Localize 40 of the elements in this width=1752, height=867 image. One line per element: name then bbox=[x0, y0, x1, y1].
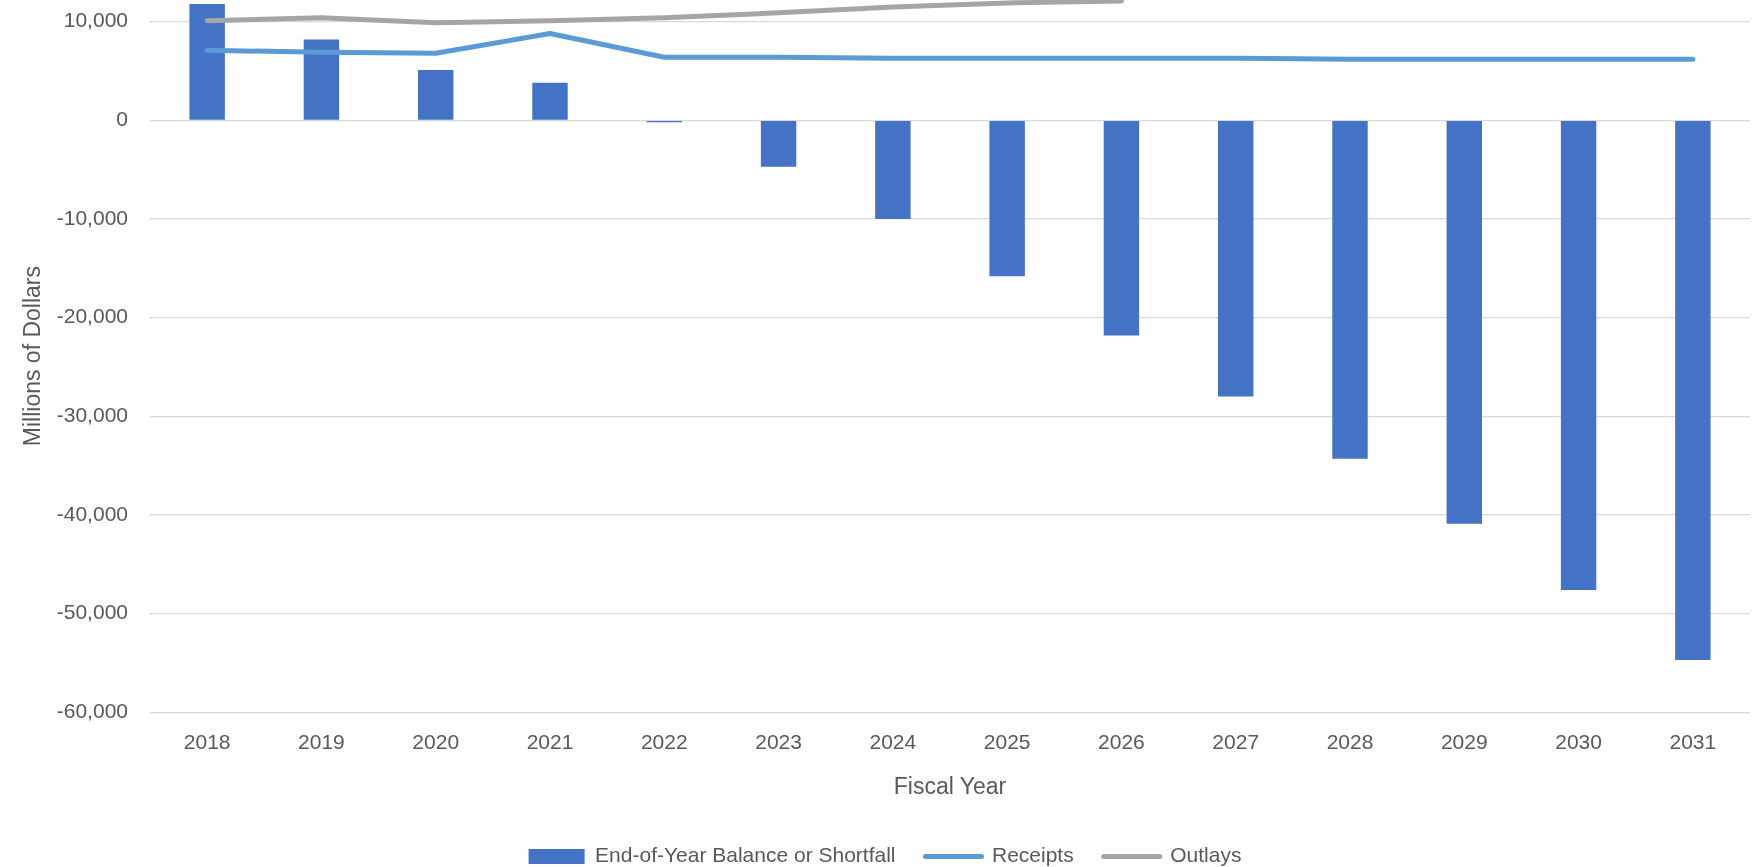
y-tick-label: -60,000 bbox=[56, 699, 128, 722]
y-axis-title: Millions of Dollars bbox=[19, 265, 46, 447]
y-tick-label: -40,000 bbox=[56, 501, 128, 525]
bar bbox=[303, 39, 340, 120]
y-tick-label: -50,000 bbox=[56, 600, 128, 624]
x-tick-label: 2031 bbox=[1669, 729, 1717, 753]
x-tick-label: 2024 bbox=[869, 729, 917, 753]
bar bbox=[989, 120, 1025, 277]
bar bbox=[532, 82, 568, 120]
y-tick-label: 0 bbox=[116, 107, 128, 131]
x-tick-label: 2028 bbox=[1326, 729, 1374, 753]
y-tick-label: -30,000 bbox=[56, 403, 128, 427]
x-tick-label: 2023 bbox=[755, 729, 802, 753]
bar bbox=[1332, 120, 1368, 459]
x-tick-label: 2026 bbox=[1098, 729, 1145, 753]
legend-label: End-of-Year Balance or Shortfall bbox=[595, 843, 896, 867]
y-tick-label: -20,000 bbox=[56, 304, 128, 328]
legend-label: Outlays bbox=[1170, 843, 1242, 867]
x-tick-label: 2020 bbox=[412, 729, 460, 753]
bar bbox=[1560, 120, 1597, 590]
y-tick-label: 10,000 bbox=[63, 8, 128, 32]
x-tick-label: 2030 bbox=[1555, 729, 1602, 753]
bar bbox=[1675, 120, 1711, 660]
x-axis-title: Fiscal Year bbox=[893, 772, 1007, 799]
bar bbox=[189, 3, 225, 120]
x-tick-label: 2019 bbox=[298, 729, 345, 753]
x-tick-label: 2021 bbox=[526, 729, 574, 753]
y-tick-label: -10,000 bbox=[56, 205, 128, 229]
x-tick-label: 2025 bbox=[983, 729, 1031, 753]
x-tick-label: 2029 bbox=[1440, 729, 1488, 753]
bar bbox=[1446, 120, 1482, 524]
bar bbox=[760, 120, 797, 167]
legend-label: Receipts bbox=[992, 843, 1074, 867]
bar bbox=[1103, 120, 1140, 336]
x-tick-label: 2018 bbox=[183, 729, 231, 753]
bar bbox=[418, 70, 454, 120]
bar bbox=[1218, 120, 1254, 397]
x-tick-label: 2027 bbox=[1212, 729, 1260, 753]
bar bbox=[875, 120, 911, 219]
x-tick-label: 2022 bbox=[640, 729, 688, 753]
